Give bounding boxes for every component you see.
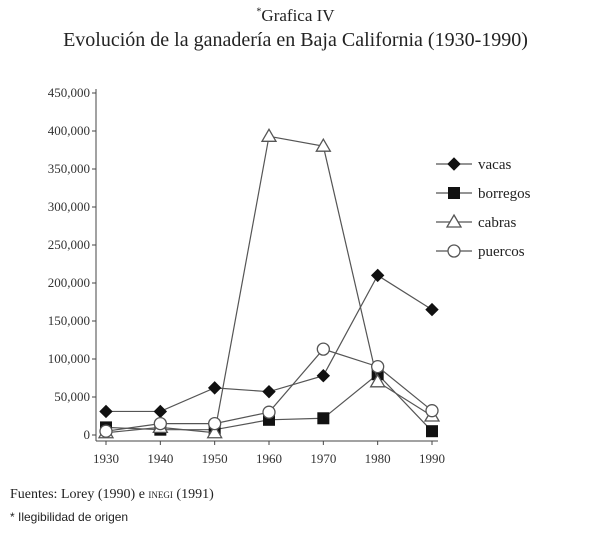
y-tick-label: 50,000 (54, 389, 90, 404)
triangle-open-marker (260, 128, 278, 142)
triangle-open-marker (206, 424, 223, 439)
square-filled-marker (448, 187, 460, 199)
y-tick-label: 100,000 (48, 351, 90, 366)
y-tick-label: 300,000 (48, 199, 90, 214)
triangle-open-marker (315, 137, 332, 152)
title-asterisk: * (256, 6, 262, 18)
diamond-filled-marker (207, 381, 222, 395)
diamond-filled-marker (262, 384, 276, 399)
chart-series (97, 128, 441, 439)
legend-item-cabras: cabras (436, 213, 516, 231)
triangle-open-marker (369, 373, 386, 388)
sources-prefix: Fuentes: Lorey (1990) e (10, 487, 149, 502)
circle-open-marker (262, 405, 276, 419)
x-tick-label: 1930 (93, 451, 119, 466)
triangle-open-marker (445, 213, 463, 228)
legend-item-borregos: borregos (436, 186, 531, 202)
legend-item-puercos: puercos (436, 244, 525, 260)
line-chart: 0 50,000 100,000 150,000 200,000 250,000 300,0… (48, 85, 531, 466)
chart-subtitle: *Grafica IV (0, 6, 591, 26)
y-tick-label: 450,000 (48, 85, 90, 100)
x-tick-label: 1940 (147, 451, 173, 466)
legend-item-vacas: vacas (436, 157, 511, 173)
legend-label: borregos (478, 186, 531, 202)
circle-open-marker (153, 416, 167, 431)
series-borregos (100, 368, 438, 438)
x-tick-label: 1990 (419, 451, 445, 466)
circle-open-marker (208, 416, 222, 431)
chart-title: Evolución de la ganadería en Baja Califo… (63, 29, 528, 51)
legend-label: vacas (478, 157, 511, 173)
circle-open-marker (447, 244, 461, 258)
legend-label: puercos (478, 244, 525, 260)
square-filled-marker (426, 425, 438, 438)
x-tick-label: 1980 (365, 451, 391, 466)
sources-org: inegi (148, 486, 173, 501)
diamond-filled-marker (447, 157, 461, 171)
sources-note: Fuentes: Lorey (1990) e inegi (1991) (10, 486, 214, 503)
diamond-filled-marker (370, 268, 385, 283)
chart-axes: 0 50,000 100,000 150,000 200,000 250,000 300,0… (48, 85, 445, 466)
circle-open-marker (371, 359, 385, 374)
sources-suffix: (1991) (172, 487, 214, 502)
y-tick-label: 150,000 (48, 313, 90, 328)
chart-number-label: Grafica IV (261, 6, 335, 25)
circle-open-marker (425, 404, 439, 418)
circle-open-marker (99, 424, 113, 438)
diamond-filled-marker (425, 302, 439, 317)
circle-open-marker (316, 342, 330, 356)
chart-legend: vacas borregos cabras puercos (436, 157, 531, 260)
x-tick-label: 1960 (256, 451, 282, 466)
x-tick-label: 1970 (310, 451, 336, 466)
y-tick-label: 0 (84, 427, 91, 442)
diamond-filled-marker (99, 404, 113, 419)
diamond-filled-marker (153, 404, 168, 419)
footnote: * Ilegibilidad de origen (10, 510, 129, 524)
series-puercos (99, 342, 439, 438)
diamond-filled-marker (316, 369, 331, 383)
square-filled-marker (317, 412, 330, 425)
y-tick-label: 250,000 (48, 237, 90, 252)
y-tick-label: 400,000 (48, 123, 90, 138)
x-tick-label: 1950 (202, 451, 228, 466)
y-tick-label: 350,000 (48, 161, 90, 176)
y-tick-label: 200,000 (48, 275, 90, 290)
series-vacas (99, 268, 439, 419)
legend-label: cabras (478, 215, 516, 231)
